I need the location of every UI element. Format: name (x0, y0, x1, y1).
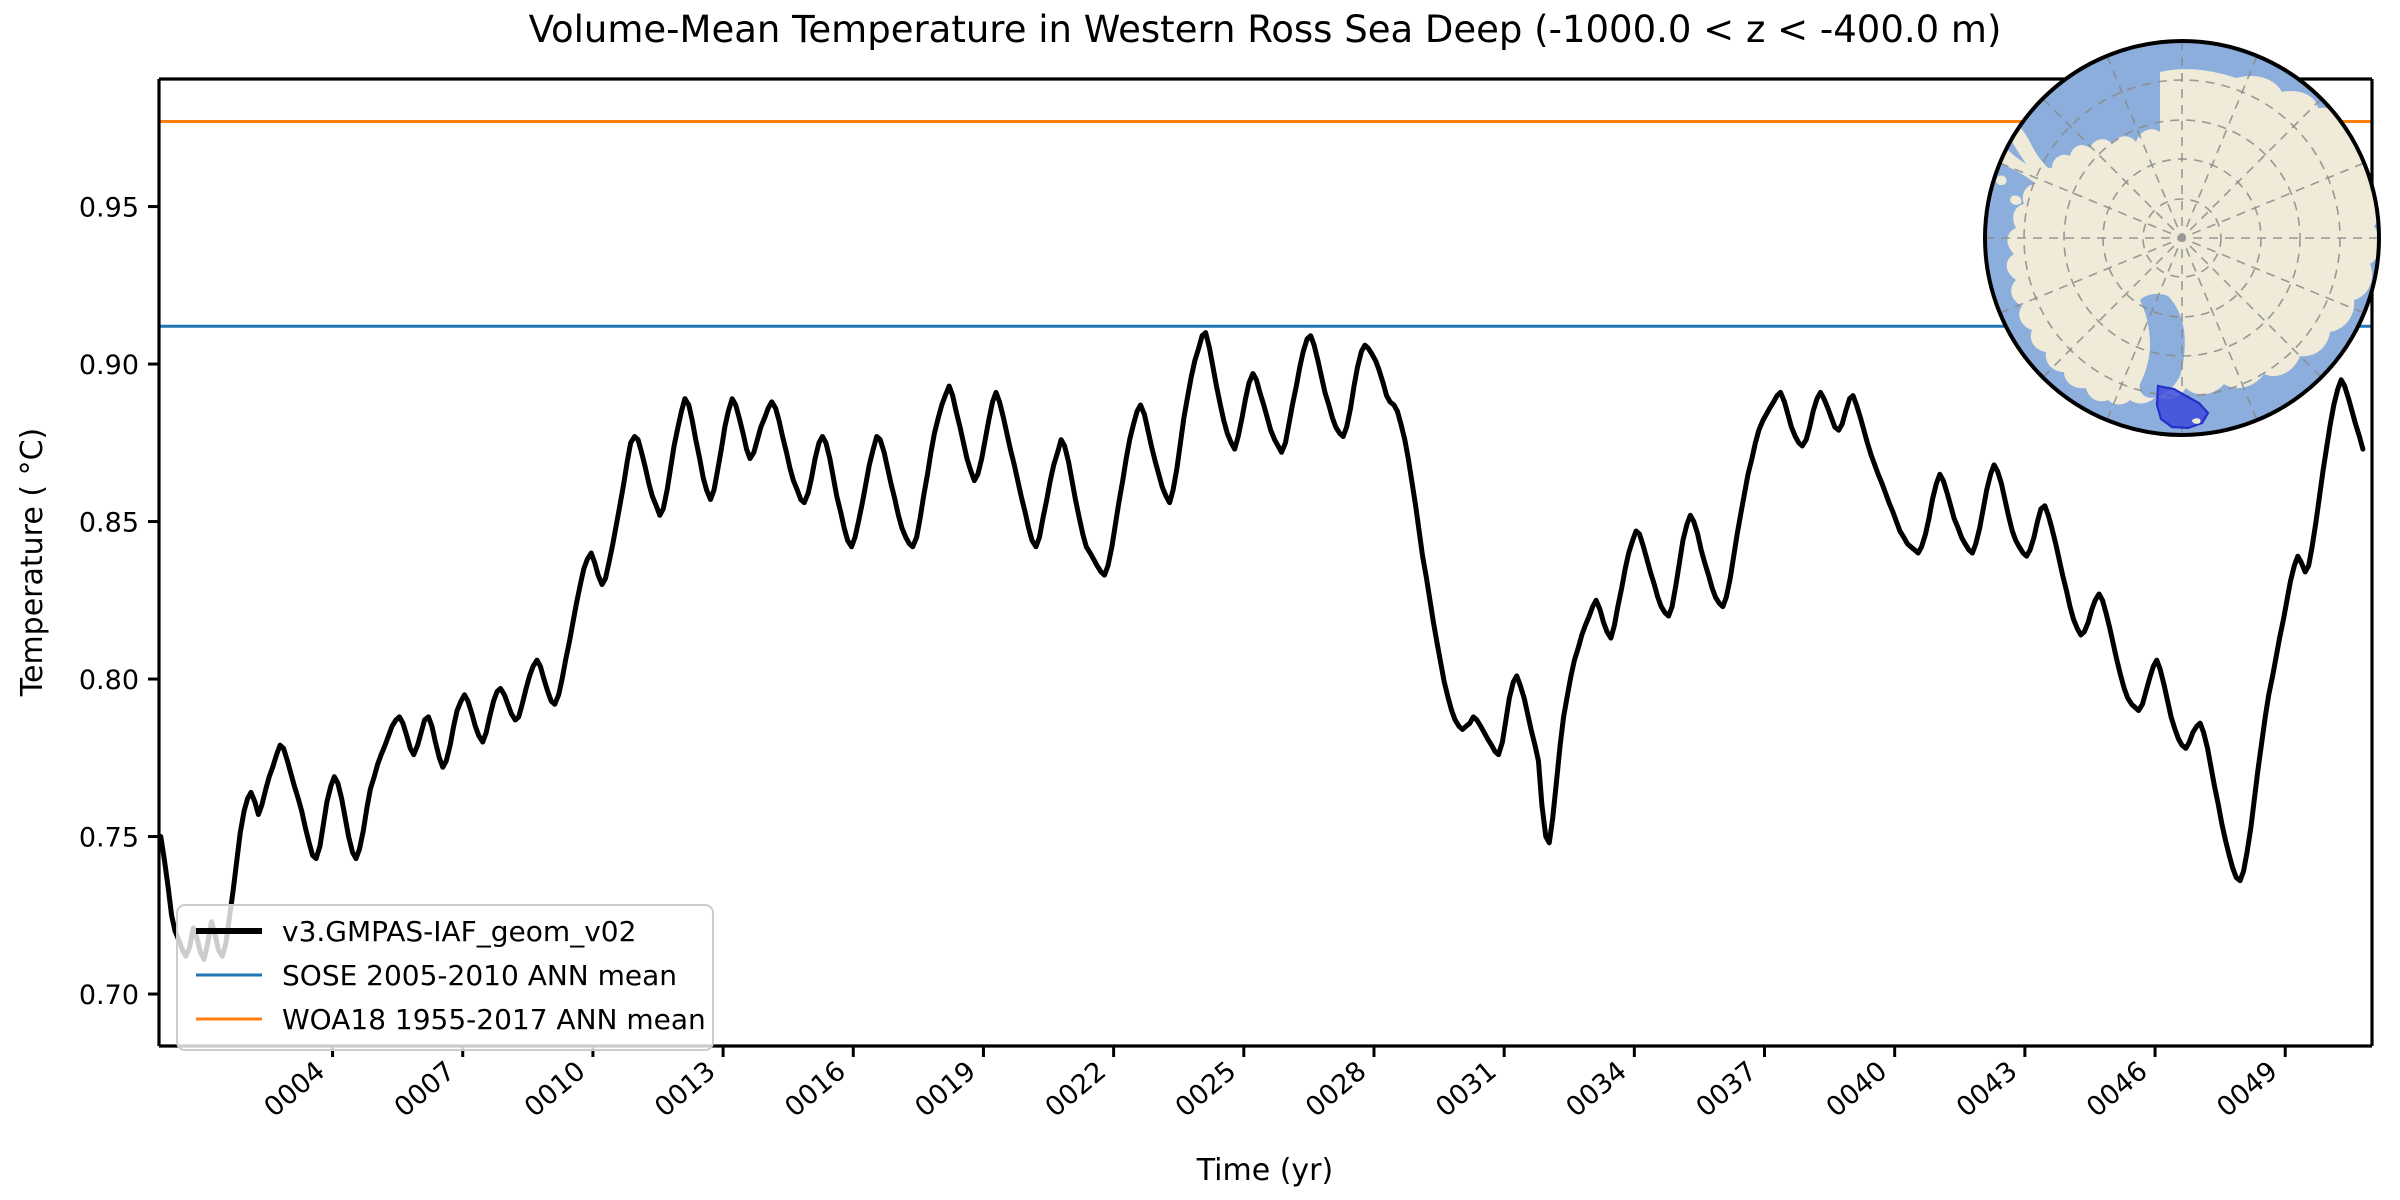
highlight-region-inner-speck (2192, 418, 2201, 424)
chart-title: Volume-Mean Temperature in Western Ross … (529, 8, 2002, 51)
legend-label-0: v3.GMPAS-IAF_geom_v02 (282, 915, 636, 948)
chart-legend[interactable]: v3.GMPAS-IAF_geom_v02 SOSE 2005-2010 ANN … (176, 904, 714, 1051)
highlight-region-western-ross-sea (2155, 384, 2210, 430)
y-tick-label: 0.70 (79, 980, 139, 1011)
model-timeseries-group (158, 330, 2366, 962)
graticule-meridians (1985, 41, 2379, 435)
antarctic-region-locator-inset (1983, 39, 2381, 437)
y-tick-label: 0.85 (79, 508, 139, 539)
ross-sea-embayment (2139, 293, 2185, 398)
y-axis-ticks: 0.70 0.75 0.80 0.85 0.90 0.95 (79, 193, 159, 1011)
model-timeseries-line (158, 330, 2366, 962)
y-axis-label: Temperature ( °C) (15, 428, 50, 697)
inset-globe-outline (1983, 39, 2381, 437)
y-tick-label: 0.75 (79, 823, 139, 854)
x-axis-label: Time (yr) (1196, 1153, 1333, 1188)
legend-label-2: WOA18 1955-2017 ANN mean (282, 1003, 706, 1036)
y-tick-label: 0.95 (79, 193, 139, 224)
legend-label-1: SOSE 2005-2010 ANN mean (282, 959, 677, 992)
reference-lines-group (159, 120, 2372, 328)
y-tick-label: 0.90 (79, 350, 139, 381)
y-tick-label: 0.80 (79, 665, 139, 696)
legend-box (176, 904, 714, 1051)
antarctic-peninsula (1990, 125, 2048, 184)
